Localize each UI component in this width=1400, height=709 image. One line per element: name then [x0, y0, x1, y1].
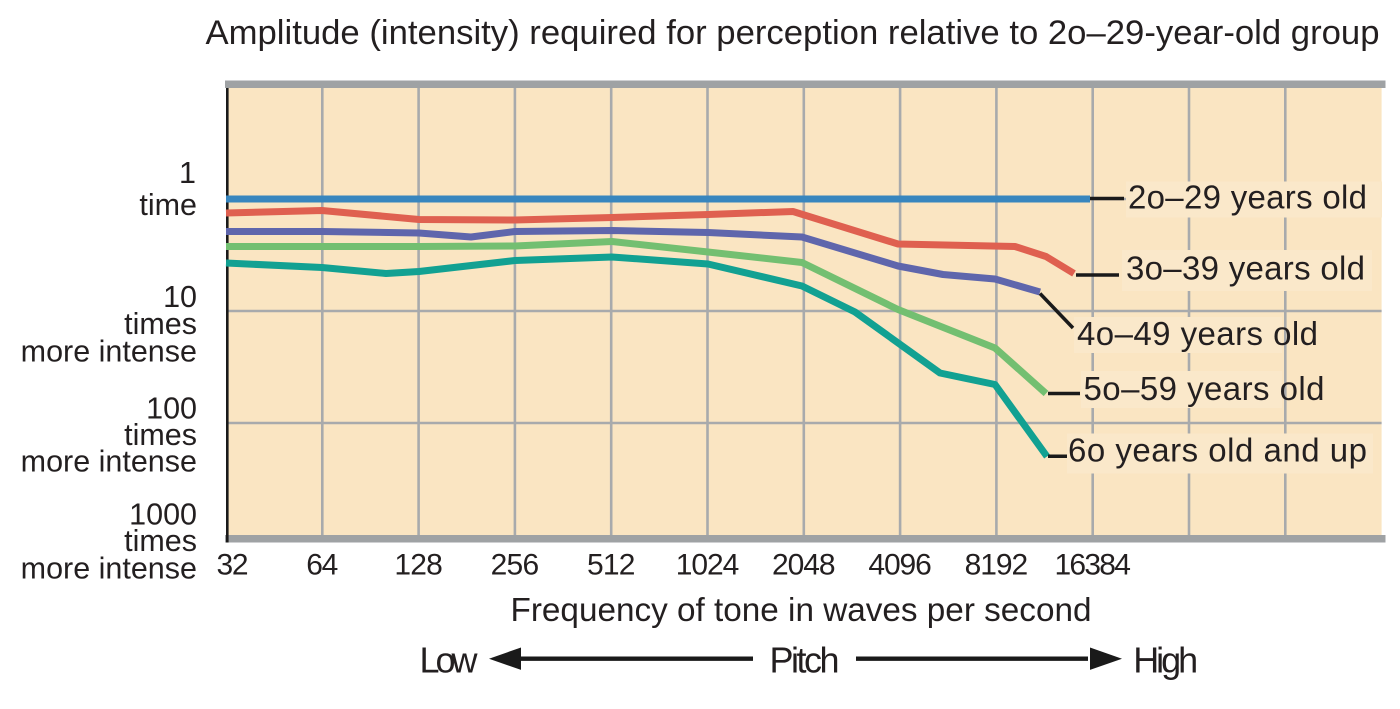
svg-text:Pitch: Pitch [770, 640, 840, 681]
svg-text:more intense: more intense [21, 552, 197, 586]
svg-text:4o–49 years old: 4o–49 years old [1077, 315, 1318, 352]
svg-text:10: 10 [163, 280, 197, 314]
svg-text:5o–59 years old: 5o–59 years old [1084, 370, 1325, 407]
svg-text:times: times [124, 307, 197, 341]
svg-text:times: times [124, 524, 197, 558]
svg-text:times: times [124, 418, 197, 452]
svg-text:2o–29 years old: 2o–29 years old [1128, 179, 1367, 216]
svg-text:64: 64 [306, 549, 338, 582]
svg-text:Amplitude (intensity) required: Amplitude (intensity) required for perce… [206, 14, 1380, 52]
svg-text:4096: 4096 [868, 549, 932, 582]
svg-text:1000: 1000 [129, 498, 197, 532]
svg-text:2048: 2048 [772, 549, 836, 582]
svg-text:more intense: more intense [21, 335, 197, 369]
svg-text:1: 1 [179, 156, 196, 190]
svg-text:more intense: more intense [21, 445, 197, 479]
svg-text:1024: 1024 [676, 549, 740, 582]
svg-text:128: 128 [394, 549, 443, 582]
svg-text:16384: 16384 [1054, 549, 1131, 582]
svg-text:Low: Low [420, 640, 479, 681]
svg-text:256: 256 [491, 549, 540, 582]
svg-text:time: time [139, 188, 197, 222]
svg-text:6o years old and up: 6o years old and up [1068, 432, 1367, 469]
svg-text:32: 32 [217, 549, 249, 582]
svg-text:8192: 8192 [965, 549, 1029, 582]
svg-text:100: 100 [146, 392, 197, 426]
svg-text:3o–39 years old: 3o–39 years old [1126, 250, 1365, 287]
svg-text:Frequency of tone in waves per: Frequency of tone in waves per second [511, 591, 1092, 628]
svg-text:512: 512 [587, 549, 636, 582]
svg-text:High: High [1133, 640, 1198, 681]
